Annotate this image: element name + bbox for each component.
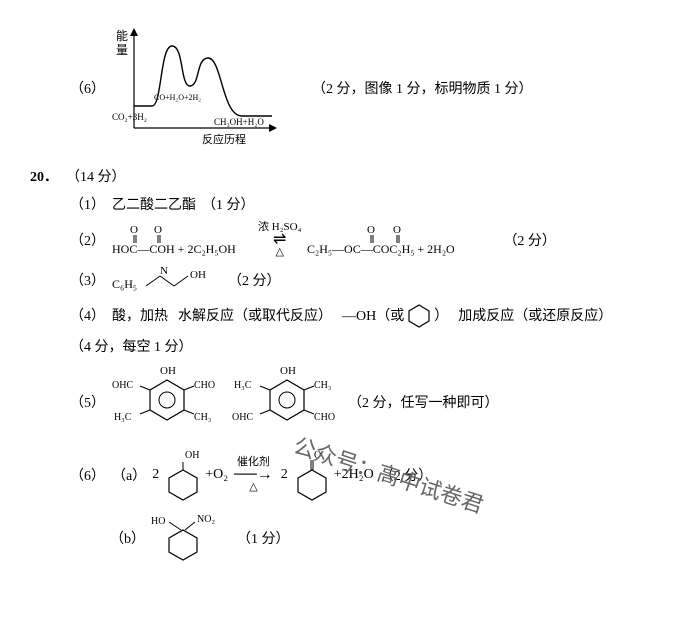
p2-score: （2 分） bbox=[503, 230, 556, 250]
p6a-arrow-bot: △ bbox=[249, 482, 257, 493]
svg-text:OHC: OHC bbox=[232, 412, 253, 423]
arrow-icon: ──→ bbox=[234, 469, 273, 482]
p1-score: （1 分） bbox=[202, 194, 255, 214]
ylabel-top: 能 bbox=[116, 29, 128, 43]
p4-e: 加成反应（或还原反应） bbox=[458, 305, 612, 325]
q20-p3: （3） C₆H₅ N OH （2 分） bbox=[70, 266, 648, 294]
xlabel: 反应历程 bbox=[202, 132, 246, 146]
svg-text:OH: OH bbox=[185, 450, 199, 461]
p5-struct-1: OH OHC CHO H₃C CH₃ bbox=[112, 364, 222, 440]
q6-label: （6） bbox=[70, 78, 106, 98]
svg-text:CHO: CHO bbox=[194, 380, 215, 391]
svg-text:CH₃: CH₃ bbox=[314, 380, 331, 391]
p4-score: （4 分，每空 1 分） bbox=[70, 336, 193, 356]
p5-struct-2: OH H₃C CH₃ OHC CHO bbox=[232, 364, 342, 440]
q20-p6b: （b） HO NO₂ （1 分） bbox=[110, 510, 648, 566]
svg-text:C₆H₅: C₆H₅ bbox=[112, 277, 137, 291]
svg-text:OH: OH bbox=[280, 365, 296, 377]
baseline-label: CO₂+3H₂ bbox=[112, 112, 147, 122]
p3-label: （3） bbox=[70, 270, 106, 290]
q20-num: 20． bbox=[30, 166, 58, 186]
page-root: （6） 能 量 CO₂+3H₂ CO+H₂O+2H₂ CH₃OH+H₂O 反应历… bbox=[30, 28, 648, 566]
svg-text:O: O bbox=[130, 224, 138, 236]
svg-text:NO₂: NO₂ bbox=[197, 514, 215, 525]
p1-label: （1） bbox=[70, 194, 106, 214]
p2-arrow: 浓 H₂SO₄ ⇌ △ bbox=[258, 222, 301, 258]
cyclohexanone-icon: O bbox=[290, 448, 334, 502]
q20-total: （14 分） bbox=[66, 166, 126, 186]
p6a-tail: +2H₂O bbox=[334, 467, 374, 483]
end-label: CH₃OH+H₂O bbox=[214, 117, 264, 127]
svg-text:O: O bbox=[154, 224, 162, 236]
q20-p5: （5） OH OHC CHO H₃C CH₃ OH H₃C CH₃ OHC CH… bbox=[70, 364, 648, 440]
p2-rhs: O O C₂H₅—OC—COC₂H₅ + 2H₂O bbox=[307, 223, 497, 257]
p4-a: 酸，加热 bbox=[112, 305, 168, 325]
svg-text:OHC: OHC bbox=[112, 380, 133, 391]
svg-text:OH: OH bbox=[190, 269, 206, 281]
p6b-label: （b） bbox=[110, 528, 145, 548]
p6a-score: （2 分） bbox=[380, 465, 433, 485]
svg-text:O: O bbox=[393, 224, 401, 236]
q6-graph: 能 量 CO₂+3H₂ CO+H₂O+2H₂ CH₃OH+H₂O 反应历程 bbox=[112, 28, 282, 148]
p4-b: 水解反应（或取代反应） bbox=[178, 305, 332, 325]
q20-header: 20． （14 分） bbox=[30, 166, 648, 186]
p3-score: （2 分） bbox=[228, 270, 281, 290]
p6a-plus-o2: +O₂ bbox=[205, 467, 228, 483]
svg-text:O: O bbox=[314, 450, 321, 461]
p6a-arrow: 催化剂 ──→ △ bbox=[234, 457, 273, 493]
mid-label: CO+H₂O+2H₂ bbox=[154, 93, 201, 102]
q20-p1: （1） 乙二酸二乙酯 （1 分） bbox=[70, 194, 648, 214]
p2-arrow-bot: △ bbox=[275, 247, 283, 258]
q20-p4: （4） 酸，加热 水解反应（或取代反应） —OH（或 ） 加成反应（或还原反应） bbox=[70, 302, 648, 328]
hexagon-icon bbox=[404, 302, 434, 328]
svg-text:OH: OH bbox=[160, 365, 176, 377]
p6a-label: （a） bbox=[112, 465, 146, 485]
q20-p2: （2） O O HOC—COH + 2C₂H₅OH 浓 H₂SO₄ ⇌ △ O O … bbox=[70, 222, 648, 258]
svg-text:HO: HO bbox=[151, 516, 165, 527]
ylabel-bot: 量 bbox=[116, 43, 128, 57]
q6-row: （6） 能 量 CO₂+3H₂ CO+H₂O+2H₂ CH₃OH+H₂O 反应历… bbox=[70, 28, 648, 148]
p6a-coef2: 2 bbox=[281, 467, 288, 483]
svg-text:H₃C: H₃C bbox=[234, 380, 252, 391]
p2-lhs: O O HOC—COH + 2C₂H₅OH bbox=[112, 223, 252, 257]
svg-text:C₂H₅—OC—COC₂H₅ + 2H₂O: C₂H₅—OC—COC₂H₅ + 2H₂O bbox=[307, 242, 455, 256]
p4-label: （4） bbox=[70, 305, 106, 325]
q20-p6a: （6） （a） 2 OH +O₂ 催化剂 ──→ △ 2 O +2H₂O （2 … bbox=[70, 448, 648, 502]
p5-label: （5） bbox=[70, 392, 106, 412]
p6a-coef1: 2 bbox=[152, 467, 159, 483]
q20-p4-score: （4 分，每空 1 分） bbox=[70, 336, 648, 356]
p3-struct: C₆H₅ N OH bbox=[112, 266, 222, 294]
svg-text:H₃C: H₃C bbox=[114, 412, 132, 423]
p5-score: （2 分，任写一种即可） bbox=[348, 392, 499, 412]
p4-c: —OH（或 bbox=[342, 305, 404, 325]
eq-arrow-icon: ⇌ bbox=[273, 234, 286, 247]
svg-text:CH₃: CH₃ bbox=[194, 412, 211, 423]
p6b-struct: HO NO₂ bbox=[151, 510, 231, 566]
q6-score: （2 分，图像 1 分，标明物质 1 分） bbox=[312, 78, 533, 98]
p6b-score: （1 分） bbox=[237, 528, 290, 548]
p1-text: 乙二酸二乙酯 bbox=[112, 194, 196, 214]
p4-d: ） bbox=[434, 305, 448, 325]
svg-text:HOC—COH + 2C₂H₅OH: HOC—COH + 2C₂H₅OH bbox=[112, 242, 236, 256]
p2-label: （2） bbox=[70, 230, 106, 250]
svg-text:O: O bbox=[367, 224, 375, 236]
svg-text:CHO: CHO bbox=[314, 412, 335, 423]
cyclohexanol-icon: OH bbox=[161, 448, 205, 502]
svg-text:N: N bbox=[160, 266, 168, 277]
p6-label: （6） bbox=[70, 465, 106, 485]
